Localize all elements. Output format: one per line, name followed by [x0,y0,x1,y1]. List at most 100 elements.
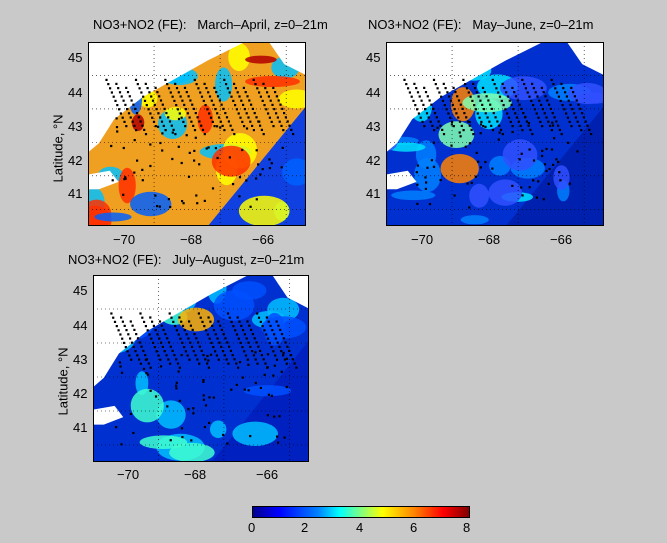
station-dot [433,129,436,132]
station-dot [185,91,188,94]
station-dot [590,133,593,136]
station-dot [252,354,255,357]
station-dot [245,337,248,340]
station-dot [497,138,500,141]
station-dot [542,198,545,201]
station-dot [268,167,271,170]
colorbar [252,506,470,518]
station-dot [224,337,227,340]
station-dot [234,87,237,90]
station-dot [507,116,511,119]
station-dot [546,99,549,102]
station-dot [259,386,262,389]
station-dot [526,91,529,94]
station-dot [161,103,164,106]
station-dot [193,78,196,81]
concentration-patch [438,121,475,148]
station-dot [270,394,273,397]
station-dot [515,116,519,119]
station-dot [528,186,531,189]
station-dot [220,103,223,106]
station-dot [175,387,178,390]
station-dot [457,116,460,119]
station-dot [554,87,557,90]
station-dot [180,354,183,357]
station-dot [518,158,521,161]
station-dot [412,99,415,102]
station-dot [254,83,257,86]
station-dot [129,320,132,323]
plot-frame [93,275,309,462]
station-dot [187,407,190,411]
station-dot [207,316,210,319]
station-dot [560,82,563,85]
station-dot [235,333,239,336]
station-dot [263,329,266,332]
station-dot [567,141,570,144]
station-dot [504,108,507,111]
station-dot [243,108,246,111]
station-dot [118,361,121,364]
station-dot [150,337,153,340]
station-dot [408,91,411,94]
station-dot [490,124,493,127]
station-dot [231,128,234,131]
station-dot [283,112,286,115]
station-dot [246,358,249,361]
land-mass [88,170,119,190]
station-dot [139,312,142,315]
colorbar-tick: 8 [463,520,471,535]
station-dot [573,112,576,115]
station-dot [508,99,511,102]
station-dot [550,148,554,151]
station-dot [576,150,579,153]
concentration-patch [462,93,512,113]
station-dot [241,376,244,379]
station-dot [237,112,240,115]
station-dot [197,312,200,315]
station-dot [259,349,262,352]
station-dot [518,103,521,106]
station-dot [277,324,280,327]
station-dot [420,99,423,102]
station-dot [135,112,139,115]
station-dot [145,372,148,375]
station-dot [493,83,496,86]
station-dot [534,91,537,94]
station-dot [146,329,149,332]
station-dot [461,107,464,110]
station-dot [439,179,442,182]
station-dot [266,337,270,340]
station-dot [187,95,190,98]
station-dot [468,121,471,124]
station-dot [164,78,167,81]
station-dot [519,124,522,127]
station-dot [158,205,161,208]
station-dot [189,341,192,344]
concentration-patch [94,212,132,222]
station-dot [566,116,569,119]
station-dot [203,325,206,328]
station-dot [154,125,157,128]
station-dot [432,107,435,110]
station-dot [255,177,258,180]
station-dot [223,129,226,132]
station-dot [214,108,217,111]
station-dot [460,124,463,127]
station-dot [234,104,237,107]
station-dot [516,99,519,102]
station-dot [152,120,156,123]
lat-tick: 42 [73,386,88,401]
station-dot [289,354,293,357]
station-dot [523,83,526,86]
station-dot [234,329,237,332]
station-dot [441,99,445,102]
station-dot [188,151,191,154]
station-dot [169,362,172,365]
station-dot [530,99,533,102]
station-dot [120,443,123,446]
station-dot [259,95,262,98]
station-dot [115,325,118,328]
station-dot [127,112,131,115]
land-mass [93,275,249,388]
